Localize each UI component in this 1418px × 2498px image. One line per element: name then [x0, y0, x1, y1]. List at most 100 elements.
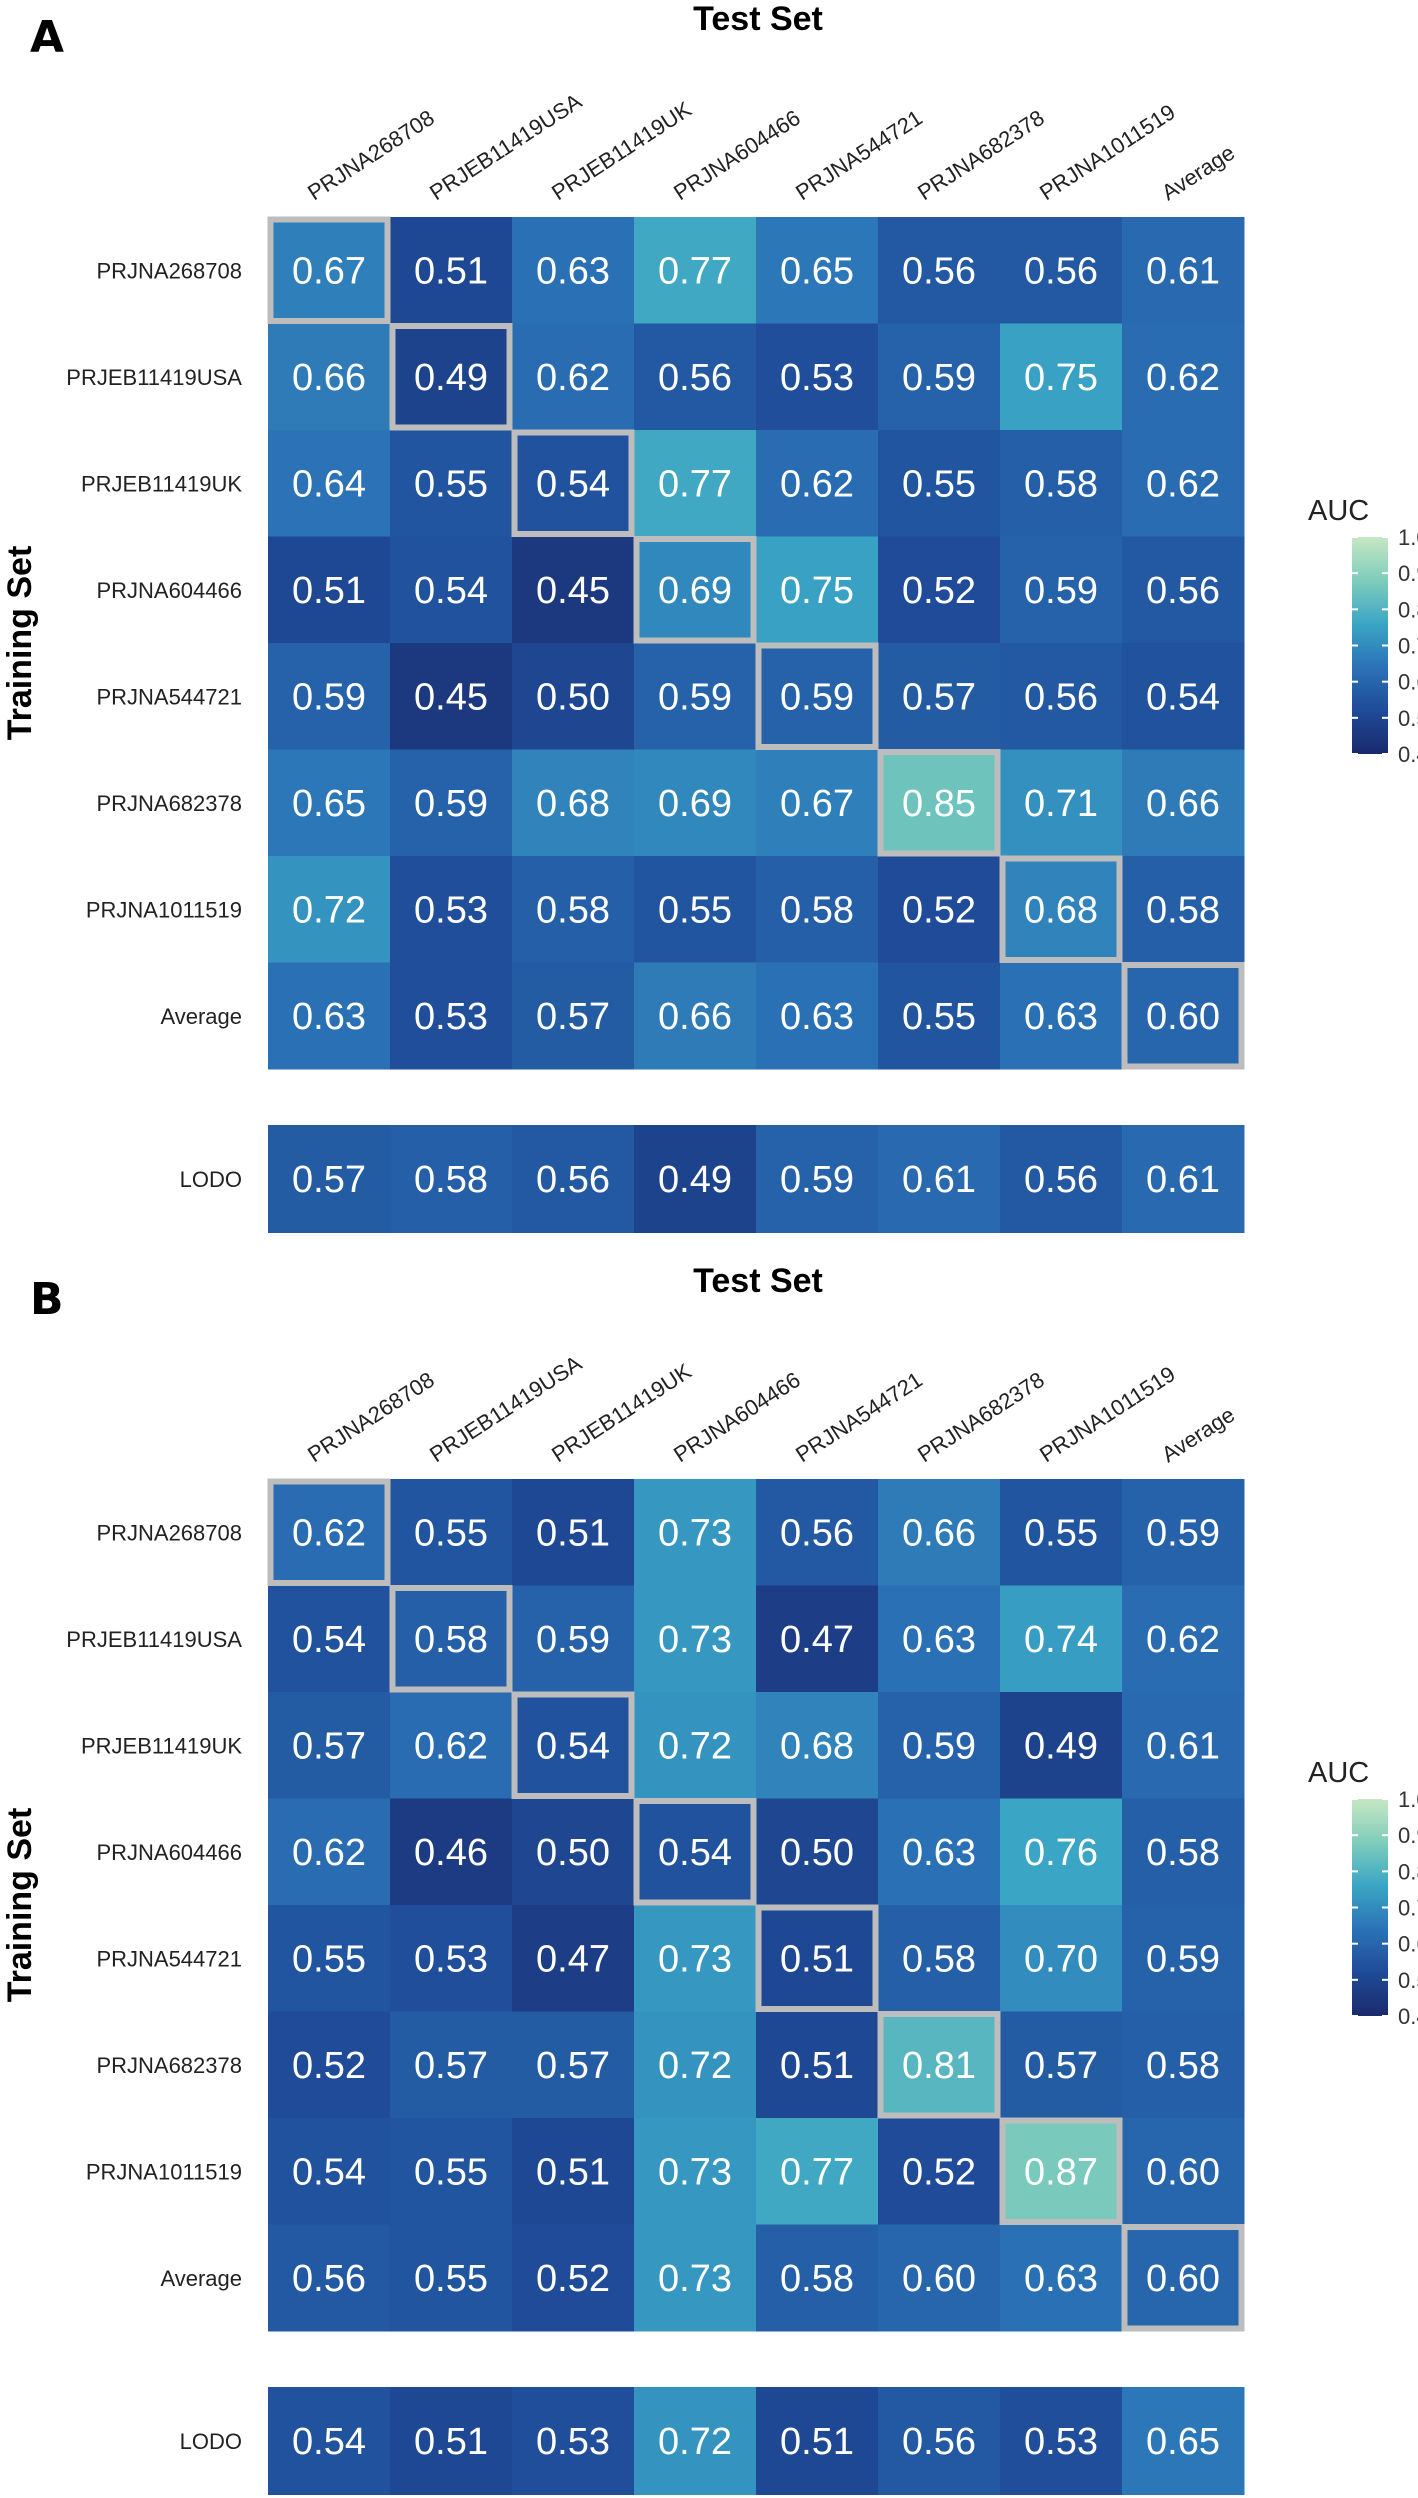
- legend-tick-label: 0.9: [1398, 561, 1418, 586]
- heatmap-cell: [512, 856, 635, 963]
- lodo-value: 0.72: [658, 2421, 732, 2463]
- panel-letter: A: [30, 12, 64, 63]
- heatmap-cell: [268, 1479, 391, 1586]
- cell-value: 0.74: [1024, 1619, 1098, 1661]
- row-label: PRJEB11419UK: [81, 471, 242, 496]
- heatmap-cell: [1122, 536, 1245, 644]
- legend-tick-label: 0.5: [1398, 1968, 1418, 1993]
- cell-value: 0.54: [536, 1725, 610, 1767]
- heatmap-cell: [1122, 1585, 1245, 1693]
- heatmap-cell: [512, 430, 635, 537]
- row-label: PRJNA1011519: [86, 897, 242, 922]
- legend-tick-label: 1.0: [1398, 1787, 1418, 1812]
- heatmap-cell: [1122, 1905, 1245, 2012]
- cell-value: 0.55: [1024, 1512, 1098, 1554]
- cell-value: 0.62: [536, 357, 610, 399]
- heatmap-cell: [1000, 323, 1123, 431]
- heatmap-cell: [634, 323, 757, 431]
- heatmap-cell: [390, 217, 513, 324]
- cell-value: 0.47: [780, 1619, 854, 1661]
- cell-value: 0.56: [658, 357, 732, 399]
- cell-value: 0.75: [780, 570, 854, 612]
- legend-tick-label: 0.7: [1398, 634, 1418, 659]
- cell-value: 0.69: [658, 570, 732, 612]
- heatmap-cell: [512, 1798, 635, 1906]
- heatmap-cell: [1000, 2011, 1123, 2119]
- cell-value: 0.51: [536, 2151, 610, 2193]
- heatmap-cell: [878, 962, 1001, 1070]
- heatmap-cell: [268, 962, 391, 1070]
- cell-value: 0.49: [414, 357, 488, 399]
- cell-value: 0.54: [658, 1832, 732, 1874]
- cell-value: 0.59: [1146, 1938, 1220, 1980]
- cell-value: 0.72: [292, 889, 366, 931]
- cell-value: 0.58: [780, 889, 854, 931]
- lodo-cell: [878, 1125, 1001, 1233]
- lodo-cell: [1122, 1125, 1245, 1233]
- heatmap-cell: [512, 1585, 635, 1693]
- heatmap-cell: [1000, 1585, 1123, 1693]
- lodo-value: 0.51: [780, 2421, 854, 2463]
- cell-value: 0.73: [658, 2151, 732, 2193]
- heatmap-cell: [1000, 1479, 1123, 1586]
- column-label: PRJNA268708: [303, 105, 439, 205]
- heatmap-cell: [390, 536, 513, 644]
- cell-value: 0.49: [1024, 1725, 1098, 1767]
- legend-title: AUC: [1308, 495, 1369, 527]
- heatmap-cell: [878, 856, 1001, 963]
- cell-value: 0.55: [414, 463, 488, 505]
- lodo-cell: [512, 2387, 635, 2495]
- diagonal-highlight: [877, 749, 1001, 857]
- column-label: PRJNA682378: [913, 105, 1049, 205]
- column-label: Average: [1157, 140, 1239, 205]
- column-label: PRJNA544721: [791, 105, 927, 205]
- heatmap-cell: [1122, 217, 1245, 324]
- diagonal-highlight: [877, 2011, 1001, 2119]
- heatmap-cell: [268, 323, 391, 431]
- lodo-value: 0.53: [536, 2421, 610, 2463]
- heatmap-cell: [390, 323, 513, 431]
- lodo-value: 0.54: [292, 2421, 366, 2463]
- cell-value: 0.63: [536, 250, 610, 292]
- cell-value: 0.77: [658, 250, 732, 292]
- column-label: PRJNA1011519: [1035, 1361, 1180, 1467]
- cell-value: 0.56: [1024, 676, 1098, 718]
- heatmap-cell: [1122, 643, 1245, 750]
- heatmap-cell: [512, 749, 635, 857]
- lodo-value: 0.65: [1146, 2421, 1220, 2463]
- cell-value: 0.59: [902, 1725, 976, 1767]
- diagonal-highlight: [755, 642, 879, 750]
- lodo-cell: [634, 1125, 757, 1233]
- lodo-cell: [512, 1125, 635, 1233]
- cell-value: 0.55: [658, 889, 732, 931]
- cell-value: 0.65: [780, 250, 854, 292]
- heatmap-cell: [1000, 2224, 1123, 2332]
- diagonal-highlight: [755, 1904, 879, 2012]
- cell-value: 0.56: [780, 1512, 854, 1554]
- cell-value: 0.62: [1146, 1619, 1220, 1661]
- diagonal-highlight: [999, 2117, 1123, 2225]
- column-label: Average: [1157, 1402, 1239, 1467]
- cell-value: 0.59: [414, 783, 488, 825]
- heatmap-cell: [512, 962, 635, 1070]
- lodo-value: 0.58: [414, 1159, 488, 1201]
- cell-value: 0.60: [1146, 2258, 1220, 2300]
- cell-value: 0.62: [1146, 463, 1220, 505]
- cell-value: 0.62: [1146, 357, 1220, 399]
- diagonal-highlight: [633, 536, 757, 644]
- lodo-cell: [1000, 2387, 1123, 2495]
- cell-value: 0.85: [902, 783, 976, 825]
- heatmap-cell: [390, 749, 513, 857]
- cell-value: 0.52: [902, 2151, 976, 2193]
- diagonal-highlight: [267, 216, 391, 324]
- x-axis-title: Test Set: [693, 1262, 823, 1300]
- heatmap-cell: [634, 1905, 757, 2012]
- cell-value: 0.63: [780, 996, 854, 1038]
- cell-value: 0.55: [902, 463, 976, 505]
- cell-value: 0.57: [536, 996, 610, 1038]
- heatmap-cell: [512, 1692, 635, 1799]
- cell-value: 0.51: [780, 1938, 854, 1980]
- lodo-cell: [268, 1125, 391, 1233]
- cell-value: 0.68: [780, 1725, 854, 1767]
- heatmap-cell: [878, 1798, 1001, 1906]
